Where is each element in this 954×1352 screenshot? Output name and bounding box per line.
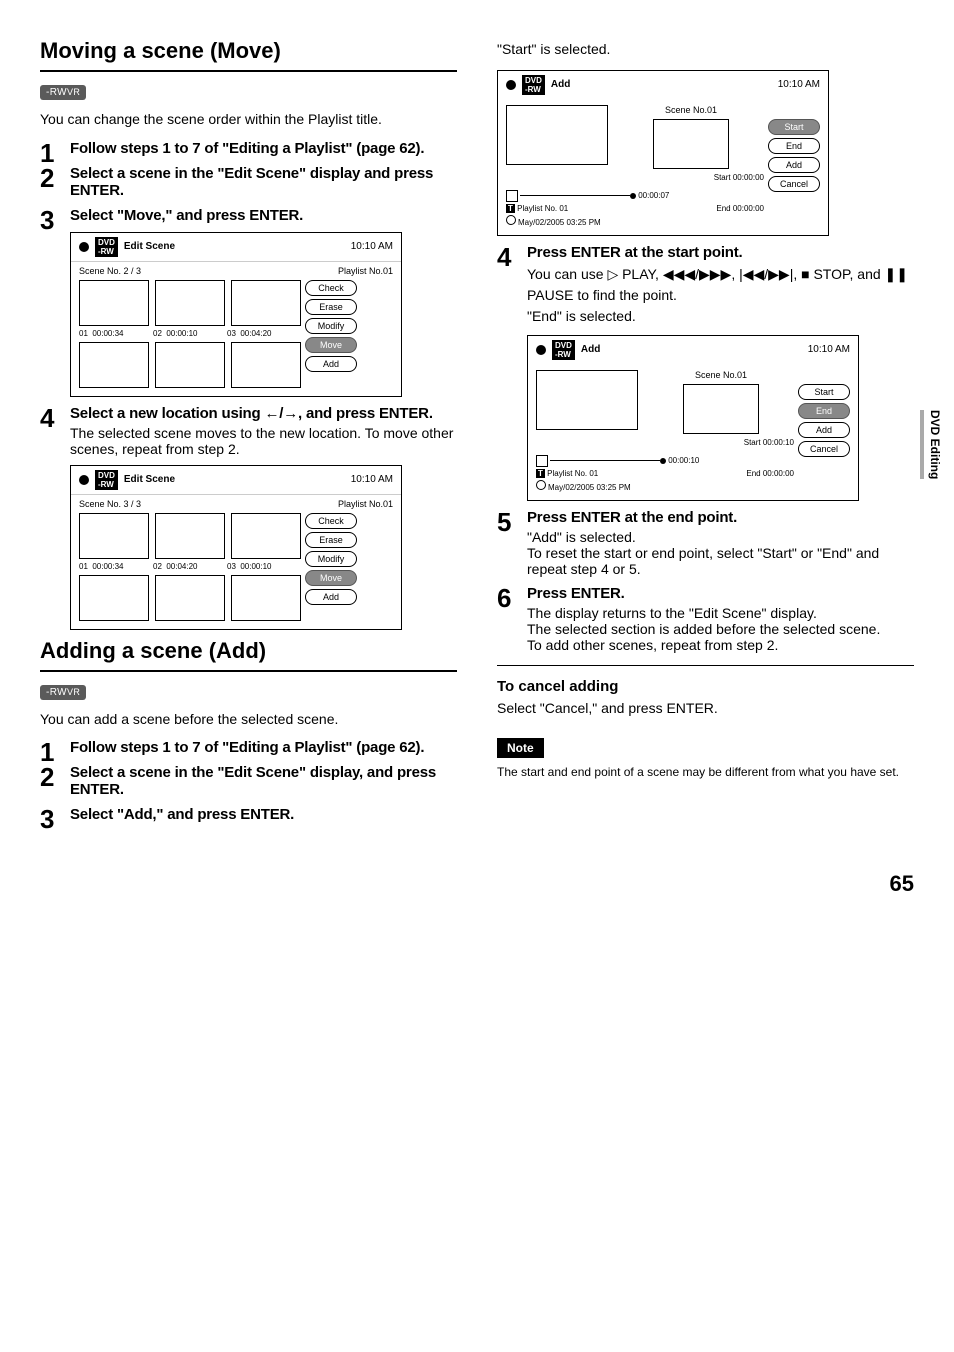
add-button[interactable]: Add (768, 157, 820, 173)
check-button[interactable]: Check (305, 280, 357, 296)
move-step2: Select a scene in the "Edit Scene" displ… (40, 165, 457, 199)
modify-button[interactable]: Modify (305, 318, 357, 334)
heading-add: Adding a scene (Add) (40, 638, 457, 672)
note-label: Note (497, 738, 544, 758)
start-button[interactable]: Start (768, 119, 820, 135)
add-step1: Follow steps 1 to 7 of "Editing a Playli… (40, 739, 457, 756)
right-step6: Press ENTER.The display returns to the "… (497, 585, 914, 653)
add-button[interactable]: Add (305, 356, 357, 372)
cancel-button[interactable]: Cancel (768, 176, 820, 192)
dvd-badge: DVD-RW (95, 237, 118, 257)
note-body: The start and end point of a scene may b… (497, 764, 914, 781)
cancel-body: Select "Cancel," and press ENTER. (497, 699, 914, 719)
format-badge: -RWVR (40, 685, 86, 700)
right-step4: Press ENTER at the start point. You can … (497, 244, 914, 327)
thumb (231, 280, 301, 326)
move-step1: Follow steps 1 to 7 of "Editing a Playli… (40, 140, 457, 157)
right-step5: Press ENTER at the end point."Add" is se… (497, 509, 914, 577)
add-step3: Select "Add," and press ENTER. (40, 806, 457, 823)
osd-add-1: DVD-RWAdd10:10 AM Scene No.01 Start 00:0… (497, 70, 829, 236)
add-intro: You can add a scene before the selected … (40, 710, 457, 730)
section-tab: DVD Editing (920, 410, 942, 479)
move-intro: You can change the scene order within th… (40, 110, 457, 130)
cancel-heading: To cancel adding (497, 678, 914, 695)
osd-editscene-2: DVD-RWEdit Scene10:10 AM Scene No. 3 / 3… (70, 465, 402, 630)
add-step2: Select a scene in the "Edit Scene" displ… (40, 764, 457, 798)
preview-thumb (506, 105, 608, 165)
move-button[interactable]: Move (305, 337, 357, 353)
play-icon (506, 190, 518, 202)
page-number: 65 (40, 871, 914, 897)
osd-editscene-1: DVD-RWEdit Scene10:10 AM Scene No. 2 / 3… (70, 232, 402, 397)
start-selected: "Start" is selected. (497, 40, 914, 60)
heading-move: Moving a scene (Move) (40, 38, 457, 72)
osd-add-2: DVD-RWAdd10:10 AM Scene No.01 Start 00:0… (527, 335, 859, 501)
end-button[interactable]: End (768, 138, 820, 154)
erase-button[interactable]: Erase (305, 299, 357, 315)
format-badge: -RWVR (40, 85, 86, 100)
clock-icon (506, 215, 516, 225)
scene-thumb (653, 119, 729, 169)
rec-icon (79, 242, 89, 252)
thumb (155, 280, 225, 326)
thumb (79, 280, 149, 326)
move-step4: Select a new location using ←/→, and pre… (40, 405, 457, 457)
move-step3: Select "Move," and press ENTER. (40, 207, 457, 224)
